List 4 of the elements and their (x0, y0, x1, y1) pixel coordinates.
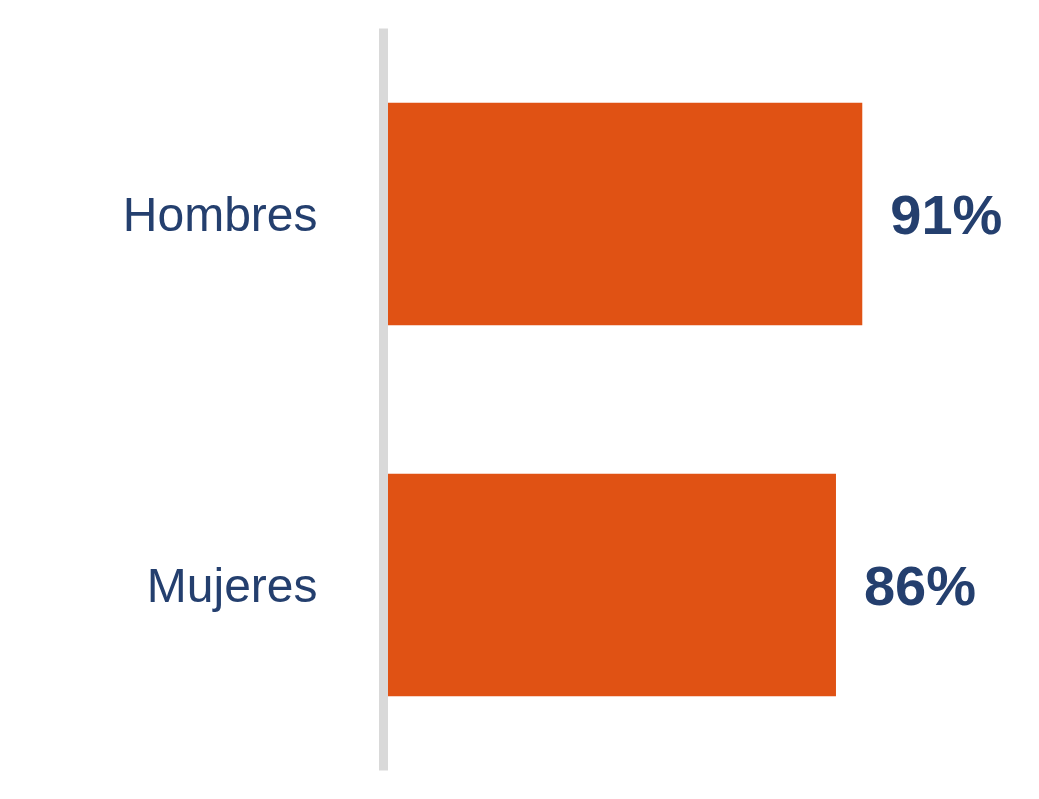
y-tick-label: Mujeres (146, 558, 318, 612)
data-label: 91% (890, 182, 1003, 246)
y-tick-label: Hombres (122, 187, 318, 241)
data-label: 86% (863, 553, 977, 617)
